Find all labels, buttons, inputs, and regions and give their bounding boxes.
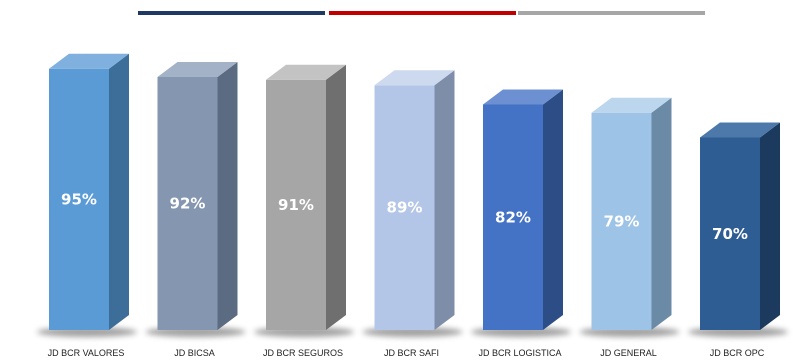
bar-side (109, 53, 129, 330)
value-label-6: 79% (604, 212, 640, 230)
bar-4 (362, 70, 463, 337)
value-label-3: 91% (278, 196, 314, 214)
bar-front (157, 77, 218, 330)
category-label-7: JD BCR OPC (710, 348, 765, 358)
category-label-3: JD BCR SEGUROS (263, 348, 343, 358)
bar-top (374, 70, 455, 86)
bar-top (591, 97, 672, 113)
category-label-4: JD BCR SAFI (384, 348, 439, 358)
bar-side (217, 62, 238, 330)
bar-front (266, 79, 326, 330)
bar-top (157, 62, 238, 77)
value-label-1: 95% (61, 190, 97, 208)
value-label-5: 82% (495, 208, 531, 226)
decor-line-3 (518, 11, 705, 15)
value-label-4: 89% (387, 199, 423, 217)
category-label-2: JD BICSA (174, 348, 215, 358)
category-label-1: JD BCR VALORES (48, 348, 125, 358)
bar-side (326, 64, 346, 330)
bar-3 (254, 64, 354, 337)
bar-7 (688, 122, 788, 337)
bar-6 (579, 97, 680, 337)
value-label-7: 70% (712, 225, 748, 243)
bar-side (651, 97, 672, 330)
decor-line-2 (329, 11, 516, 15)
bar-top (49, 53, 129, 69)
value-label-2: 92% (170, 195, 206, 213)
bar-front (483, 104, 543, 330)
bar-side (543, 89, 563, 330)
bars-group (37, 53, 788, 337)
bar-5 (471, 89, 571, 337)
category-labels-group: JD BCR VALORES JD BICSA JD BCR SEGUROS JD B… (48, 348, 765, 358)
bar-front (49, 68, 109, 330)
bar-top (700, 122, 780, 138)
value-labels-group: 95% 92% 91% 89% 82% 79% 70% (61, 190, 748, 242)
bar-side (434, 70, 455, 330)
bar-top (483, 89, 563, 105)
bar-front (700, 137, 760, 330)
category-label-5: JD BCR LOGISTICA (478, 348, 561, 358)
bar-front (591, 112, 652, 330)
bar-1 (37, 53, 137, 337)
bar-top (266, 64, 346, 80)
legend-decor-lines (138, 11, 705, 15)
decor-line-1 (138, 11, 325, 15)
bar-front (374, 85, 435, 330)
bar-side (760, 122, 780, 330)
bar-2 (145, 62, 246, 337)
category-label-6: JD GENERAL (600, 348, 657, 358)
